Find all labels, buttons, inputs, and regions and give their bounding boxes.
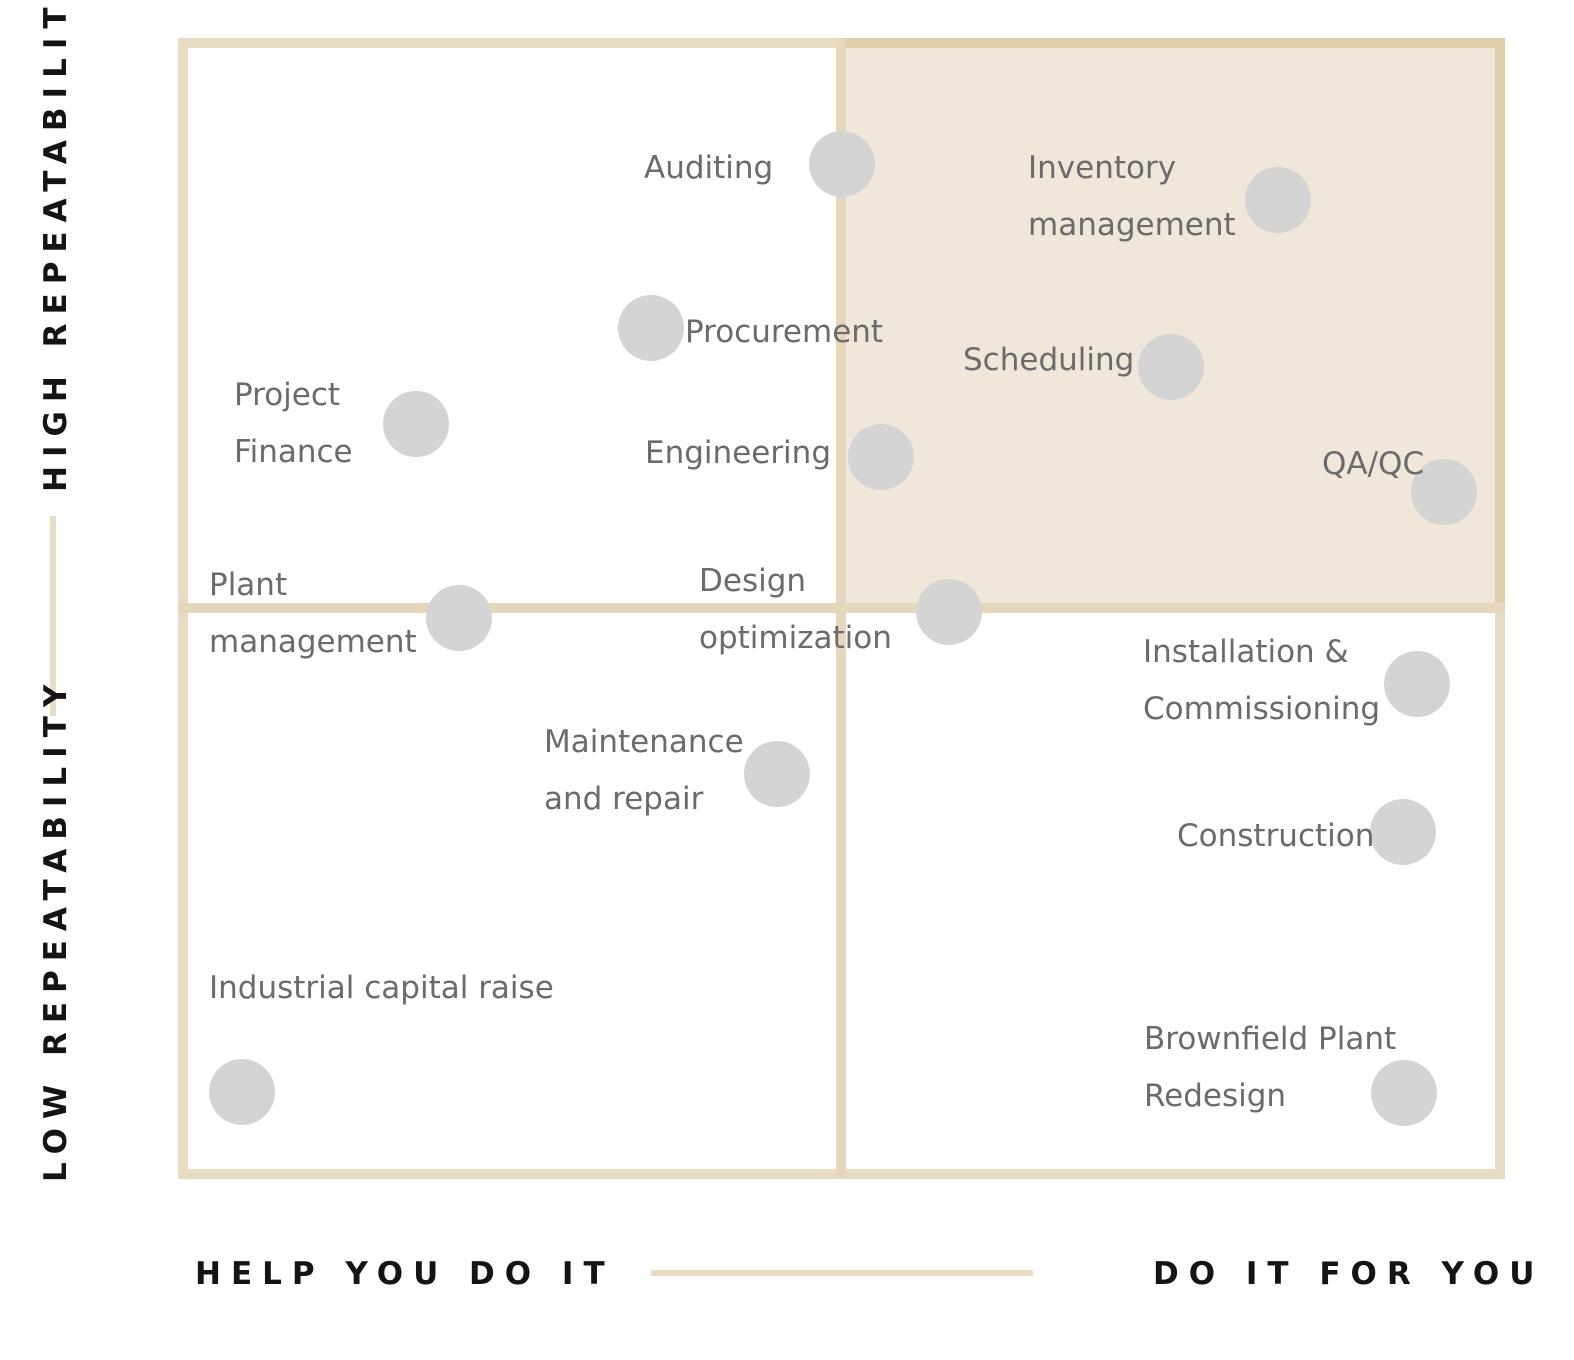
label-maintenance-repair: Maintenance and repair: [544, 724, 744, 817]
horizontal-divider: [178, 603, 1505, 613]
x-axis-right-label: DO IT FOR YOU: [1153, 1256, 1545, 1292]
y-axis-low-label: LOW REPEATABILITY: [38, 675, 74, 1182]
y-axis-separator: [50, 516, 56, 716]
label-project-finance: Project Finance: [234, 377, 353, 470]
label-procurement: Procurement: [685, 314, 884, 350]
label-installation-commissioning: Installation & Commissioning: [1143, 634, 1381, 727]
dot-engineering: [848, 424, 914, 490]
dot-installation-commissioning: [1384, 651, 1450, 717]
label-scheduling: Scheduling: [963, 342, 1135, 378]
x-axis-separator: [651, 1270, 1033, 1276]
label-inventory-management: Inventory management: [1028, 150, 1236, 243]
dot-scheduling: [1138, 334, 1204, 400]
dot-brownfield-plant-redesign: [1371, 1060, 1437, 1126]
dot-qa-qc: [1411, 459, 1477, 525]
label-engineering: Engineering: [645, 435, 831, 471]
y-axis-high-label: HIGH REPEATABILITY: [38, 0, 74, 492]
label-industrial-capital-raise: Industrial capital raise: [209, 970, 554, 1006]
dot-design-optimization: [916, 579, 982, 645]
label-auditing: Auditing: [644, 150, 774, 186]
dot-plant-management: [426, 585, 492, 651]
label-plant-management: Plant management: [209, 567, 417, 660]
label-design-optimization: Design optimization: [699, 563, 892, 656]
dot-inventory-management: [1245, 167, 1311, 233]
label-brownfield-plant-redesign: Brownfield Plant Redesign: [1144, 1021, 1397, 1114]
dot-maintenance-repair: [744, 741, 810, 807]
label-qa-qc: QA/QC: [1322, 446, 1425, 482]
dot-project-finance: [383, 391, 449, 457]
dot-procurement: [618, 295, 684, 361]
dot-construction: [1370, 799, 1436, 865]
dot-industrial-capital-raise: [209, 1059, 275, 1125]
label-construction: Construction: [1177, 818, 1375, 854]
highlight-quadrant: [836, 38, 1505, 613]
dot-auditing: [809, 131, 875, 197]
x-axis-left-label: HELP YOU DO IT: [195, 1256, 615, 1292]
